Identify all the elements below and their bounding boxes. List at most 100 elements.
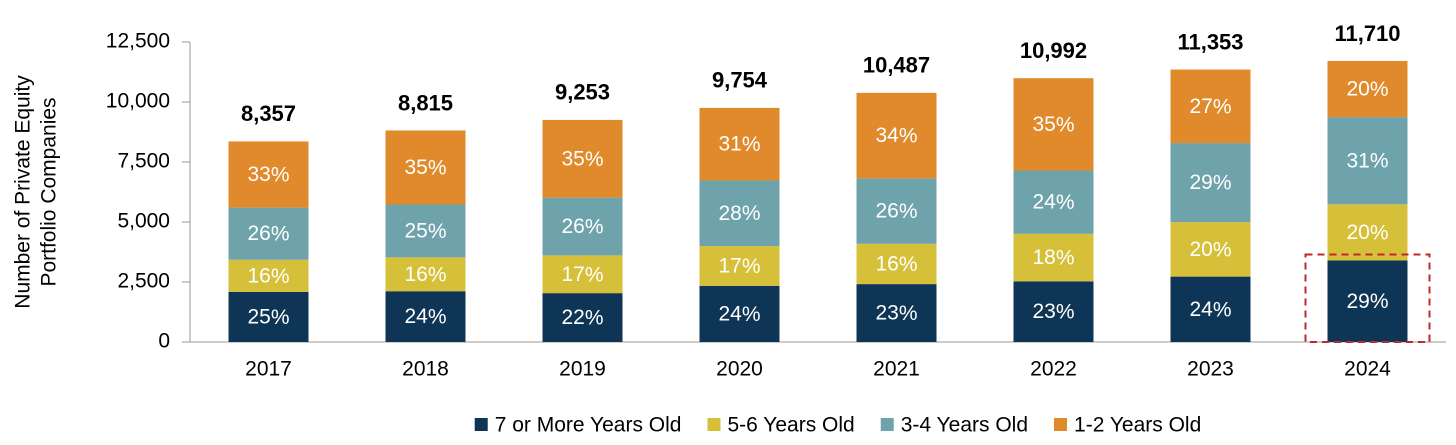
segment-unit: % [1213,298,1232,321]
bar-segment [228,291,309,342]
bar-segment [228,141,309,208]
segment-unit: % [742,133,761,156]
segment-label: 20% [1189,238,1231,261]
y-axis-label: Portfolio Companies [38,97,61,286]
segment-label: 16% [247,264,289,287]
bar-segment [699,285,780,342]
segment-unit: % [585,306,604,329]
bar-segment [385,291,466,342]
bar-segment [542,255,623,294]
bar-segment [1327,204,1408,261]
segment-unit: % [1056,191,1075,214]
y-tick-label: 5,000 [117,210,170,233]
legend-swatch [880,418,894,431]
segment-label: 26% [247,222,289,245]
bar-segment [1327,260,1408,342]
segment-unit: % [271,305,290,328]
x-tick-label: 2020 [716,358,763,381]
segment-label: 35% [1032,113,1074,136]
legend-label: 7 or More Years Old [495,414,682,437]
legend-label: 5-6 Years Old [727,414,854,437]
total-label: 9,754 [712,68,768,93]
segment-label: 27% [1189,95,1231,118]
segment-unit: % [428,219,447,242]
segment-label: 33% [247,163,289,186]
segment-unit: % [742,254,761,277]
bar-segment [1013,281,1094,342]
y-tick-label: 2,500 [117,270,170,293]
total-label: 11,710 [1334,21,1400,46]
y-tick-label: 7,500 [117,150,170,173]
segment-unit: % [1213,95,1232,118]
x-tick-label: 2024 [1344,358,1391,381]
segment-unit: % [585,263,604,286]
segment-label: 29% [1346,290,1388,313]
bar-segment [699,246,780,286]
segment-label: 24% [718,302,760,325]
segment-label: 25% [247,305,289,328]
segment-unit: % [1056,300,1075,323]
bar-segment [542,293,623,342]
segment-unit: % [1213,171,1232,194]
bar-segment [1170,143,1251,223]
segment-unit: % [585,147,604,170]
bar-segment [228,259,309,292]
segment-unit: % [899,302,918,325]
total-label: 11,353 [1177,29,1243,54]
segment-unit: % [899,124,918,147]
legend-label: 1-2 Years Old [1074,414,1201,437]
bar-segment [699,180,780,247]
bar-segment [856,243,937,285]
total-label: 10,992 [1020,38,1087,63]
segment-label: 20% [1346,221,1388,244]
bar-segment [856,284,937,342]
segment-label: 16% [404,263,446,286]
legend-label: 3-4 Years Old [901,414,1028,437]
segment-label: 24% [404,305,446,328]
bar-segment [542,197,623,256]
bar-segment [1013,233,1094,282]
y-axis-label: Number of Private Equity [12,75,35,309]
bar-segment [856,178,937,244]
segment-label: 31% [1346,149,1388,172]
segment-label: 25% [404,219,446,242]
segment-unit: % [428,156,447,179]
segment-label: 23% [875,302,917,325]
segment-label: 35% [561,147,603,170]
y-tick-label: 12,500 [106,30,170,53]
legend-swatch [1054,418,1068,431]
segment-unit: % [899,253,918,276]
x-tick-label: 2018 [402,358,449,381]
segment-label: 20% [1346,78,1388,101]
x-tick-label: 2023 [1187,358,1234,381]
segment-unit: % [1370,149,1389,172]
bar-segment [1013,78,1094,171]
segment-label: 16% [875,253,917,276]
segment-label: 22% [561,306,603,329]
y-tick-label: 0 [158,330,170,353]
x-tick-label: 2022 [1030,358,1077,381]
segment-label: 18% [1032,246,1074,269]
bar-segment [1327,60,1408,118]
bar-segment [856,92,937,179]
total-label: 10,487 [863,53,930,78]
segment-unit: % [271,163,290,186]
segment-label: 24% [1189,298,1231,321]
segment-unit: % [271,264,290,287]
x-tick-label: 2019 [559,358,606,381]
segment-label: 28% [718,202,760,225]
y-tick-label: 10,000 [106,90,170,113]
bar-segment [1170,222,1251,277]
segment-unit: % [1370,221,1389,244]
segment-label: 34% [875,124,917,147]
segment-label: 23% [1032,300,1074,323]
segment-unit: % [899,200,918,223]
x-tick-label: 2021 [873,358,920,381]
bar-segment [1327,117,1408,205]
bar-segment [699,107,780,181]
segment-unit: % [742,202,761,225]
legend-swatch [474,418,488,431]
segment-label: 31% [718,133,760,156]
segment-unit: % [428,305,447,328]
bar-segment [385,204,466,258]
